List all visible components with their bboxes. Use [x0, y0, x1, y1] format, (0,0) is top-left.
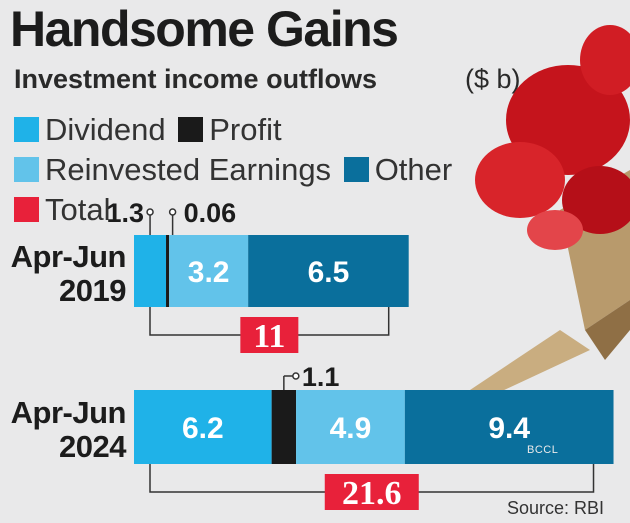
legend-item-reinvested: Reinvested Earnings [14, 150, 331, 190]
bow-loop-5 [527, 210, 583, 250]
legend-label-profit: Profit [209, 112, 282, 147]
source-note: Source: RBI [507, 498, 605, 518]
legend-label-total: Total [45, 192, 111, 227]
category-label-2024-line1: Apr-Jun [10, 395, 127, 430]
value-label-2019-0: 1.3 [107, 198, 145, 228]
bar-2019-other [248, 235, 409, 307]
value-label-2019-1: 0.06 [184, 198, 237, 228]
category-label-2019-line2: 2019 [59, 273, 126, 308]
value-label-2024-3: 9.4 [488, 412, 530, 445]
gift-box-shadow [585, 300, 630, 360]
bar-2024-reinvested-earnings [296, 390, 405, 464]
callout-dot-2019-dividend [146, 208, 154, 216]
bar-2024-profit [271, 390, 297, 464]
legend-item-dividend: Dividend [14, 110, 166, 150]
total-label-2019: 11 [253, 318, 285, 355]
bar-2024-other [404, 390, 614, 464]
gift-bow-decoration [470, 25, 630, 392]
gift-ribbon-shape [470, 330, 590, 392]
legend: Dividend Profit Reinvested Earnings Othe… [14, 110, 514, 230]
legend-swatch-other [343, 157, 369, 182]
legend-swatch-profit [178, 117, 204, 142]
category-label-2024-line2: 2024 [59, 429, 126, 464]
chart-subtitle: Investment income outflows [14, 64, 378, 94]
chart-unit: ($ b) [465, 64, 521, 94]
bow-loop-3 [562, 166, 630, 234]
legend-label-reinvested: Reinvested Earnings [45, 152, 332, 187]
callout-dot-2019-profit [168, 208, 177, 216]
bow-loop-4 [580, 25, 630, 95]
category-label-2019: Apr-Jun 2019 [6, 239, 127, 308]
bar-2019-dividend [134, 235, 167, 307]
legend-item-other: Other [343, 150, 453, 190]
chart-title: Handsome Gains [10, 1, 399, 57]
legend-swatch-total [14, 197, 39, 222]
total-box-2019 [240, 317, 299, 353]
category-label-2019-line1: Apr-Jun [10, 239, 127, 274]
legend-swatch-reinvested [14, 157, 39, 182]
value-label-2019-2: 3.2 [188, 256, 230, 289]
bar-2024-dividend [134, 390, 272, 464]
value-label-2024-2: 4.9 [330, 412, 372, 445]
value-label-2024-1: 1.1 [302, 362, 340, 392]
credit-label: BCCL [527, 444, 559, 456]
bow-loop-2 [475, 142, 565, 218]
callout-dot-2024-profit [292, 372, 300, 380]
legend-item-profit: Profit [178, 110, 282, 150]
total-box-2024 [324, 474, 419, 510]
legend-item-total: Total [14, 190, 110, 230]
bar-2019-profit-edge [166, 235, 169, 307]
total-label-2024: 21.6 [342, 475, 402, 512]
legend-label-other: Other [374, 152, 453, 187]
bar-2019-reinvested-earnings [169, 235, 249, 307]
legend-swatch-dividend [14, 117, 39, 142]
value-label-2019-3: 6.5 [308, 256, 350, 289]
legend-label-dividend: Dividend [45, 112, 166, 147]
category-label-2024: Apr-Jun 2024 [6, 395, 127, 464]
value-label-2024-0: 6.2 [182, 412, 224, 445]
